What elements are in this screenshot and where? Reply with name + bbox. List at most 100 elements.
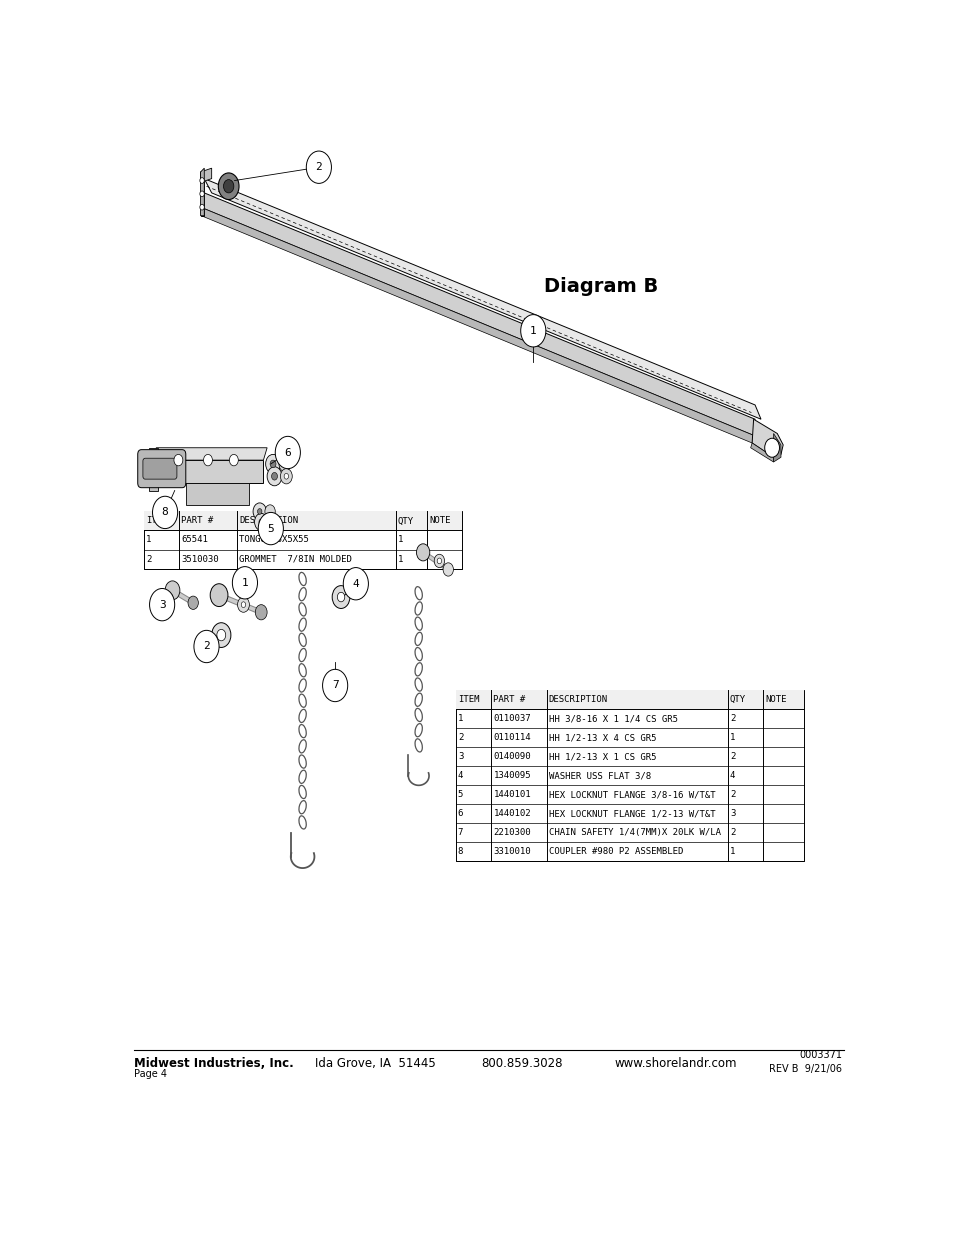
- Circle shape: [284, 473, 288, 479]
- Text: 2: 2: [729, 829, 735, 837]
- Text: www.shorelandr.com: www.shorelandr.com: [614, 1056, 737, 1070]
- Circle shape: [218, 173, 239, 200]
- Circle shape: [223, 179, 233, 193]
- Circle shape: [216, 630, 226, 641]
- Text: 800.859.3028: 800.859.3028: [481, 1056, 562, 1070]
- Polygon shape: [201, 209, 753, 443]
- Polygon shape: [750, 443, 773, 462]
- Text: 3510030: 3510030: [181, 555, 219, 563]
- Circle shape: [322, 669, 347, 701]
- Text: 1: 1: [397, 555, 403, 563]
- Circle shape: [265, 505, 275, 519]
- Circle shape: [270, 461, 275, 468]
- Circle shape: [233, 567, 257, 599]
- Circle shape: [258, 519, 263, 525]
- Text: NOTE: NOTE: [429, 516, 450, 525]
- Circle shape: [165, 580, 180, 600]
- Text: 2: 2: [729, 790, 735, 799]
- Text: Diagram B: Diagram B: [544, 277, 658, 295]
- Text: HEX LOCKNUT FLANGE 1/2-13 W/T&T: HEX LOCKNUT FLANGE 1/2-13 W/T&T: [548, 809, 715, 819]
- Text: 2: 2: [203, 641, 210, 652]
- Circle shape: [210, 584, 228, 606]
- Text: 2: 2: [457, 734, 463, 742]
- Text: TONGUE 3X5X55: TONGUE 3X5X55: [239, 536, 309, 545]
- Circle shape: [266, 515, 276, 529]
- Text: HEX LOCKNUT FLANGE 3/8-16 W/T&T: HEX LOCKNUT FLANGE 3/8-16 W/T&T: [548, 790, 715, 799]
- Circle shape: [199, 204, 204, 210]
- Circle shape: [272, 473, 277, 480]
- Circle shape: [442, 563, 453, 576]
- Circle shape: [150, 589, 174, 621]
- Text: 6: 6: [284, 447, 291, 457]
- Text: 1: 1: [529, 326, 537, 336]
- Circle shape: [436, 558, 441, 563]
- Text: 1: 1: [241, 578, 248, 588]
- Text: 4: 4: [352, 579, 359, 589]
- Bar: [456, 690, 803, 709]
- Polygon shape: [200, 168, 212, 183]
- Text: 1340095: 1340095: [493, 772, 531, 781]
- FancyBboxPatch shape: [137, 450, 186, 488]
- Text: 3: 3: [457, 752, 463, 761]
- Circle shape: [278, 456, 291, 472]
- Text: QTY: QTY: [729, 695, 745, 704]
- Circle shape: [520, 315, 545, 347]
- Text: HH 3/8-16 X 1 1/4 CS GR5: HH 3/8-16 X 1 1/4 CS GR5: [548, 714, 677, 724]
- Polygon shape: [203, 193, 755, 436]
- Text: 1: 1: [457, 714, 463, 724]
- Polygon shape: [156, 461, 263, 483]
- Circle shape: [280, 468, 292, 484]
- Circle shape: [212, 622, 231, 647]
- Text: 4: 4: [457, 772, 463, 781]
- Text: 4: 4: [729, 772, 735, 781]
- Text: 0003371: 0003371: [799, 1051, 841, 1061]
- Text: 6: 6: [457, 809, 463, 819]
- Text: ITEM: ITEM: [457, 695, 478, 704]
- Circle shape: [199, 178, 204, 183]
- Text: 0110114: 0110114: [493, 734, 531, 742]
- Circle shape: [337, 593, 344, 601]
- Circle shape: [255, 605, 267, 620]
- Polygon shape: [186, 483, 249, 505]
- Text: 1: 1: [729, 847, 735, 856]
- Text: 3: 3: [158, 600, 165, 610]
- Circle shape: [343, 568, 368, 600]
- Polygon shape: [200, 168, 204, 216]
- Bar: [144, 511, 462, 531]
- Polygon shape: [156, 448, 267, 461]
- Circle shape: [253, 503, 266, 520]
- Circle shape: [306, 151, 331, 183]
- Polygon shape: [751, 419, 782, 457]
- Circle shape: [764, 438, 779, 457]
- Text: 7: 7: [332, 680, 338, 690]
- Text: ITEM: ITEM: [146, 516, 167, 525]
- Text: 2: 2: [146, 555, 152, 563]
- Text: 8: 8: [162, 508, 169, 517]
- Text: 2: 2: [729, 752, 735, 761]
- Circle shape: [282, 461, 287, 467]
- Text: HH 1/2-13 X 1 CS GR5: HH 1/2-13 X 1 CS GR5: [548, 752, 656, 761]
- Text: 0140090: 0140090: [493, 752, 531, 761]
- Polygon shape: [773, 433, 781, 462]
- Text: Ida Grove, IA  51445: Ida Grove, IA 51445: [314, 1056, 436, 1070]
- Bar: [456, 690, 803, 862]
- Circle shape: [237, 597, 249, 613]
- Bar: [144, 511, 462, 568]
- Text: 1: 1: [397, 536, 403, 545]
- Circle shape: [199, 191, 204, 196]
- Text: CHAIN SAFETY 1/4(7MM)X 20LK W/LA: CHAIN SAFETY 1/4(7MM)X 20LK W/LA: [548, 829, 720, 837]
- Text: REV B  9/21/06: REV B 9/21/06: [768, 1063, 841, 1073]
- Text: NOTE: NOTE: [764, 695, 786, 704]
- Circle shape: [265, 454, 280, 473]
- Circle shape: [267, 467, 282, 485]
- Text: DESCRIPTION: DESCRIPTION: [239, 516, 298, 525]
- Text: 7: 7: [457, 829, 463, 837]
- Text: WASHER USS FLAT 3/8: WASHER USS FLAT 3/8: [548, 772, 650, 781]
- Text: HH 1/2-13 X 4 CS GR5: HH 1/2-13 X 4 CS GR5: [548, 734, 656, 742]
- Circle shape: [257, 509, 262, 514]
- Text: DESCRIPTION: DESCRIPTION: [548, 695, 607, 704]
- Text: 8: 8: [457, 847, 463, 856]
- Circle shape: [229, 454, 238, 466]
- Text: 5: 5: [457, 790, 463, 799]
- Circle shape: [275, 436, 300, 468]
